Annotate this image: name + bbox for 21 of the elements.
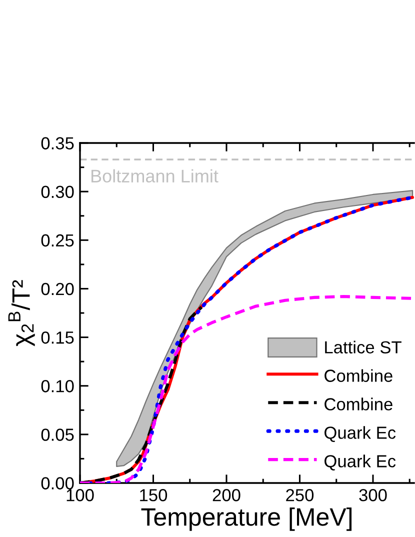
legend-label: Lattice ST	[325, 340, 402, 354]
ref-line-label: Boltzmann Limit	[92, 169, 218, 182]
y-tick-label: 0.20	[41, 282, 74, 296]
y-tick-label: 0.25	[41, 234, 74, 247]
y-tick-label: 0.15	[41, 331, 74, 344]
x-tick-label: 200	[212, 489, 240, 502]
legend-label: Quark Ec	[324, 454, 396, 470]
x-tick-label: 300	[359, 489, 387, 502]
x-tick-label: 250	[286, 489, 314, 502]
x-tick-label: 100	[66, 489, 94, 502]
y-tick-label: 0.35	[41, 137, 74, 150]
y-tick-label: 0.05	[41, 428, 74, 441]
legend-label: Quark Ec	[324, 426, 396, 442]
y-tick-label: 0.00	[41, 477, 74, 490]
y-axis-title: χ$_{2}$$^{B}$/T²	[8, 280, 35, 346]
y-tick-label: 0.10	[41, 380, 74, 392]
legend-label: Combine	[324, 398, 392, 410]
y-tick-label: 0.30	[41, 186, 74, 198]
x-tick-label: 150	[140, 489, 168, 502]
legend-label: Combine	[324, 369, 392, 382]
x-axis-title: Temperature [MeV]	[141, 508, 352, 531]
